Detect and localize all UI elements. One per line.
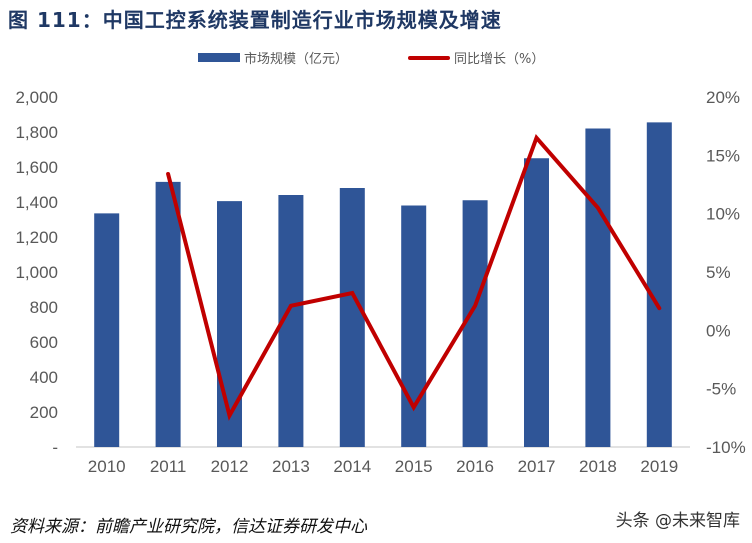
x-tick: 2012 bbox=[211, 457, 249, 476]
y-left-tick: 1,400 bbox=[15, 193, 58, 212]
y-right-tick: -10% bbox=[706, 438, 746, 457]
y-right-tick: 0% bbox=[706, 321, 731, 340]
bar-2011 bbox=[155, 181, 181, 447]
bar-2017 bbox=[524, 158, 549, 447]
bar-2019 bbox=[646, 122, 672, 447]
legend: 市场规模（亿元） 同比增长（%） bbox=[0, 48, 752, 70]
y-right-tick: -5% bbox=[706, 380, 736, 399]
x-tick: 2018 bbox=[579, 457, 617, 476]
bar-2014 bbox=[339, 188, 365, 447]
x-tick: 2013 bbox=[272, 457, 310, 476]
source-note: 资料来源：前瞻产业研究院，信达证券研发中心 bbox=[10, 517, 367, 537]
y-left-tick: 800 bbox=[30, 298, 58, 317]
y-left-tick: 2,000 bbox=[15, 88, 58, 107]
y-right-tick: 10% bbox=[706, 205, 740, 224]
bar-2018 bbox=[585, 128, 611, 447]
y-left-tick: 400 bbox=[30, 368, 58, 387]
legend-bar-swatch-icon bbox=[198, 53, 240, 62]
y-right-tick: 5% bbox=[706, 263, 731, 282]
growth-line bbox=[166, 133, 662, 421]
chart-title: 图 111：中国工控系统装置制造行业市场规模及增速 bbox=[8, 8, 502, 32]
legend-line-swatch-icon bbox=[408, 55, 450, 60]
x-tick: 2014 bbox=[333, 457, 371, 476]
bar-2010 bbox=[94, 213, 120, 447]
y-left-tick: 600 bbox=[30, 333, 58, 352]
y-left-tick: - bbox=[52, 438, 58, 457]
y-left-tick: 1,200 bbox=[15, 228, 58, 247]
y-left-tick: 1,800 bbox=[15, 123, 58, 142]
watermark: 头条 @未来智库 bbox=[615, 511, 740, 531]
y-left-tick: 1,000 bbox=[15, 263, 58, 282]
x-tick: 2019 bbox=[640, 457, 678, 476]
legend-item-market-size: 市场规模（亿元） bbox=[198, 48, 348, 67]
x-tick: 2017 bbox=[518, 457, 556, 476]
bar-2012 bbox=[217, 201, 242, 447]
bar-2016 bbox=[462, 200, 488, 447]
legend-item-growth: 同比增长（%） bbox=[408, 48, 544, 67]
legend-line-label: 同比增长（%） bbox=[454, 52, 545, 67]
y-left-tick: 200 bbox=[30, 403, 58, 422]
x-tick: 2016 bbox=[456, 457, 494, 476]
x-tick: 2010 bbox=[88, 457, 126, 476]
y-left-tick: 1,600 bbox=[15, 158, 58, 177]
legend-bar-label: 市场规模（亿元） bbox=[244, 52, 349, 67]
y-right-tick: 15% bbox=[706, 146, 740, 165]
x-tick: 2015 bbox=[395, 457, 433, 476]
combo-chart: - 200 400 600 800 1,000 1,200 1,400 1,600 1,800 2,… bbox=[15, 88, 746, 476]
x-tick: 2011 bbox=[150, 457, 187, 476]
y-right-tick: 20% bbox=[706, 88, 740, 107]
